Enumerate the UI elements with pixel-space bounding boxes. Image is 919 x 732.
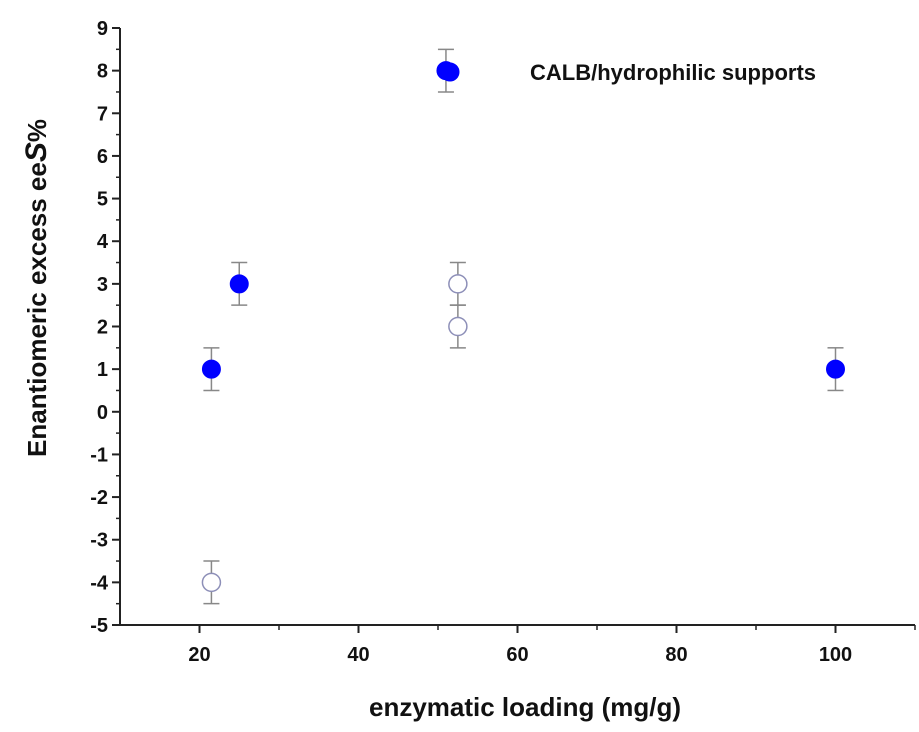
x-tick-label: 20 <box>188 644 210 666</box>
y-tick-label: -4 <box>90 572 109 594</box>
y-tick-label: 3 <box>97 274 108 296</box>
y-tick-label: -2 <box>90 487 108 509</box>
data-series <box>201 48 845 605</box>
data-point <box>201 359 221 379</box>
y-tick-label: 6 <box>97 146 108 168</box>
y-tick-label: -1 <box>90 444 108 466</box>
y-tick-label: -3 <box>90 530 108 552</box>
series-open-circle <box>201 261 468 605</box>
y-axis-title: Enantiomeric excess eeS% <box>20 119 53 457</box>
x-tick-label: 60 <box>506 644 528 666</box>
y-tick-label: 2 <box>97 317 108 339</box>
data-point <box>448 316 468 337</box>
y-axis-title-italic: S <box>20 142 53 162</box>
legend-marker <box>440 62 460 82</box>
y-tick-label: 5 <box>97 189 108 211</box>
y-axis-ticks: -5 -4 -3 -2 -1 0 1 2 3 4 5 6 7 8 9 <box>90 18 120 637</box>
y-axis-title-main: Enantiomeric excess ee <box>22 162 52 457</box>
y-tick-label: 7 <box>97 103 108 125</box>
y-tick-label: 8 <box>97 61 108 83</box>
data-point <box>826 359 845 379</box>
data-point <box>448 274 468 294</box>
x-axis-ticks: 20 40 60 80 100 <box>188 625 916 666</box>
legend-label: CALB/hydrophilic supports <box>530 60 816 85</box>
y-tick-label: -5 <box>90 615 108 637</box>
y-tick-label: 1 <box>97 359 108 381</box>
y-tick-label: 0 <box>97 402 108 424</box>
legend: CALB/hydrophilic supports <box>440 60 816 85</box>
x-tick-label: 100 <box>819 644 852 666</box>
data-point <box>201 572 222 593</box>
y-tick-label: 9 <box>97 18 108 40</box>
y-tick-label: 4 <box>97 231 109 253</box>
x-axis-title: enzymatic loading (mg/g) <box>369 692 681 722</box>
data-point <box>229 274 249 294</box>
x-tick-label: 40 <box>347 644 369 666</box>
x-tick-label: 80 <box>665 644 687 666</box>
y-axis-title-suffix: % <box>22 119 52 142</box>
